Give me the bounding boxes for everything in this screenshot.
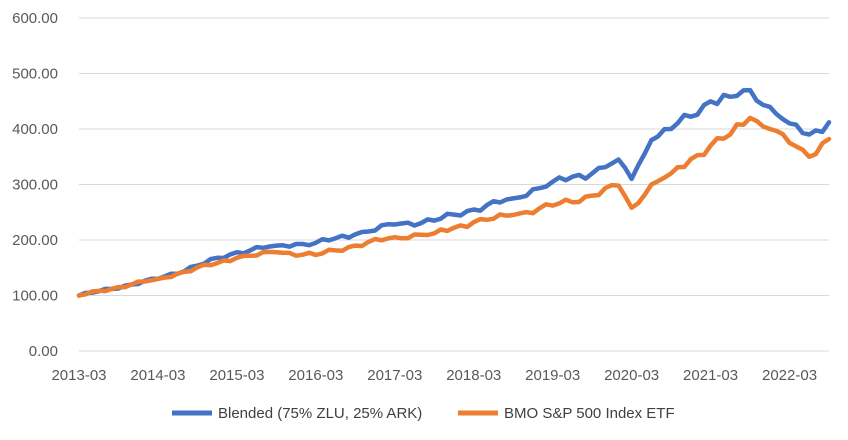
x-tick-label: 2021-03 bbox=[683, 367, 738, 384]
y-tick-label: 100.00 bbox=[12, 288, 58, 305]
y-tick-label: 300.00 bbox=[12, 177, 58, 194]
y-tick-label: 600.00 bbox=[12, 10, 58, 27]
x-tick-label: 2014-03 bbox=[130, 367, 185, 384]
series-lines bbox=[76, 87, 832, 298]
y-tick-label: 500.00 bbox=[12, 66, 58, 83]
y-tick-label: 200.00 bbox=[12, 232, 58, 249]
x-tick-label: 2013-03 bbox=[51, 367, 106, 384]
x-tick-label: 2016-03 bbox=[288, 367, 343, 384]
legend: Blended (75% ZLU, 25% ARK) BMO S&P 500 I… bbox=[172, 405, 675, 422]
legend-label-blended: Blended (75% ZLU, 25% ARK) bbox=[218, 405, 422, 422]
x-axis-ticks: 2013-03 2014-03 2015-03 2016-03 2017-03 2018-… bbox=[51, 367, 817, 384]
legend-label-bmo-sp500: BMO S&P 500 Index ETF bbox=[504, 405, 675, 422]
x-tick-label: 2017-03 bbox=[367, 367, 422, 384]
y-axis-ticks: 0.00 100.00 200.00 300.00 400.00 500.00 600.00 bbox=[12, 10, 58, 360]
series-line-blended bbox=[76, 87, 832, 298]
y-tick-label: 0.00 bbox=[29, 343, 58, 360]
x-tick-label: 2015-03 bbox=[209, 367, 264, 384]
y-tick-label: 400.00 bbox=[12, 121, 58, 138]
x-tick-label: 2019-03 bbox=[525, 367, 580, 384]
gridlines bbox=[79, 17, 829, 352]
x-tick-label: 2020-03 bbox=[604, 367, 659, 384]
x-tick-label: 2022-03 bbox=[762, 367, 817, 384]
series-line-bmo-sp500 bbox=[76, 115, 832, 298]
x-tick-label: 2018-03 bbox=[446, 367, 501, 384]
